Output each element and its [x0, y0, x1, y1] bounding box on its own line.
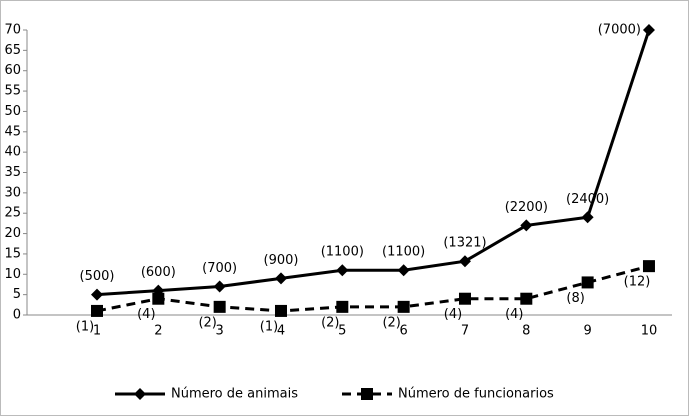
y-tick-label: 35: [4, 165, 21, 180]
legend-marker: [361, 388, 373, 400]
y-tick-label: 30: [4, 185, 21, 200]
data-label: (600): [141, 265, 176, 280]
data-label: (1100): [321, 245, 364, 260]
y-tick-label: 50: [4, 104, 21, 119]
point-marker: [520, 219, 533, 232]
legend-label: Número de animais: [171, 387, 298, 402]
data-label: (12): [624, 275, 651, 290]
point-marker: [336, 264, 349, 277]
point-marker: [458, 255, 471, 268]
data-label: (7000): [598, 23, 641, 38]
x-tick-label: 9: [583, 324, 591, 339]
data-label: (4): [137, 307, 155, 322]
y-tick-label: 5: [13, 287, 21, 302]
y-tick-label: 25: [4, 206, 21, 221]
data-label: (700): [202, 261, 237, 276]
x-tick-label: 8: [522, 324, 530, 339]
x-tick-label: 6: [400, 324, 408, 339]
x-tick-label: 3: [216, 324, 224, 339]
x-tick-label: 7: [461, 324, 469, 339]
data-label: (2200): [505, 200, 548, 215]
data-label: (1100): [382, 245, 425, 260]
y-tick-label: 70: [4, 23, 21, 38]
data-label: (4): [505, 307, 523, 322]
point-marker: [397, 300, 410, 313]
point-marker: [581, 276, 594, 289]
point-marker: [581, 211, 594, 224]
point-marker: [274, 272, 287, 285]
data-label: (2): [198, 315, 216, 330]
y-tick-label: 40: [4, 145, 21, 160]
x-tick-label: 5: [338, 324, 346, 339]
series-line: [96, 29, 651, 297]
y-tick-label: 55: [4, 84, 21, 99]
point-marker: [91, 288, 103, 301]
series-line: [96, 264, 650, 313]
point-marker: [213, 280, 226, 293]
data-label: (1): [260, 319, 278, 334]
y-tick-label: 20: [4, 226, 21, 241]
data-label: (2): [382, 315, 400, 330]
data-label: (900): [264, 253, 299, 268]
y-tick-label: 65: [4, 43, 21, 58]
point-marker: [274, 304, 287, 317]
data-label: (500): [80, 269, 115, 284]
data-label: (2): [321, 315, 339, 330]
data-label: (8): [566, 291, 584, 306]
point-marker: [91, 304, 103, 317]
legend-label: Número de funcionarios: [398, 387, 554, 402]
point-marker: [642, 24, 655, 36]
y-tick-label: 0: [13, 308, 21, 323]
data-label: (2400): [566, 192, 609, 207]
point-marker: [213, 300, 226, 313]
point-marker: [520, 292, 533, 305]
point-marker: [336, 300, 349, 313]
y-tick-label: 10: [4, 267, 21, 282]
point-marker: [642, 260, 655, 273]
data-label: (4): [444, 307, 462, 322]
point-marker: [458, 292, 471, 305]
x-tick-label: 1: [93, 324, 101, 339]
point-marker: [152, 292, 165, 305]
data-label: (1): [76, 319, 94, 334]
x-tick-label: 10: [641, 324, 658, 339]
point-marker: [397, 264, 410, 277]
x-tick-label: 2: [154, 324, 162, 339]
y-tick-label: 45: [4, 124, 21, 139]
x-tick-label: 4: [277, 324, 285, 339]
y-tick-label: 60: [4, 63, 21, 78]
legend-marker: [134, 388, 146, 400]
y-tick-label: 15: [4, 246, 21, 261]
data-label: (1321): [443, 236, 486, 251]
